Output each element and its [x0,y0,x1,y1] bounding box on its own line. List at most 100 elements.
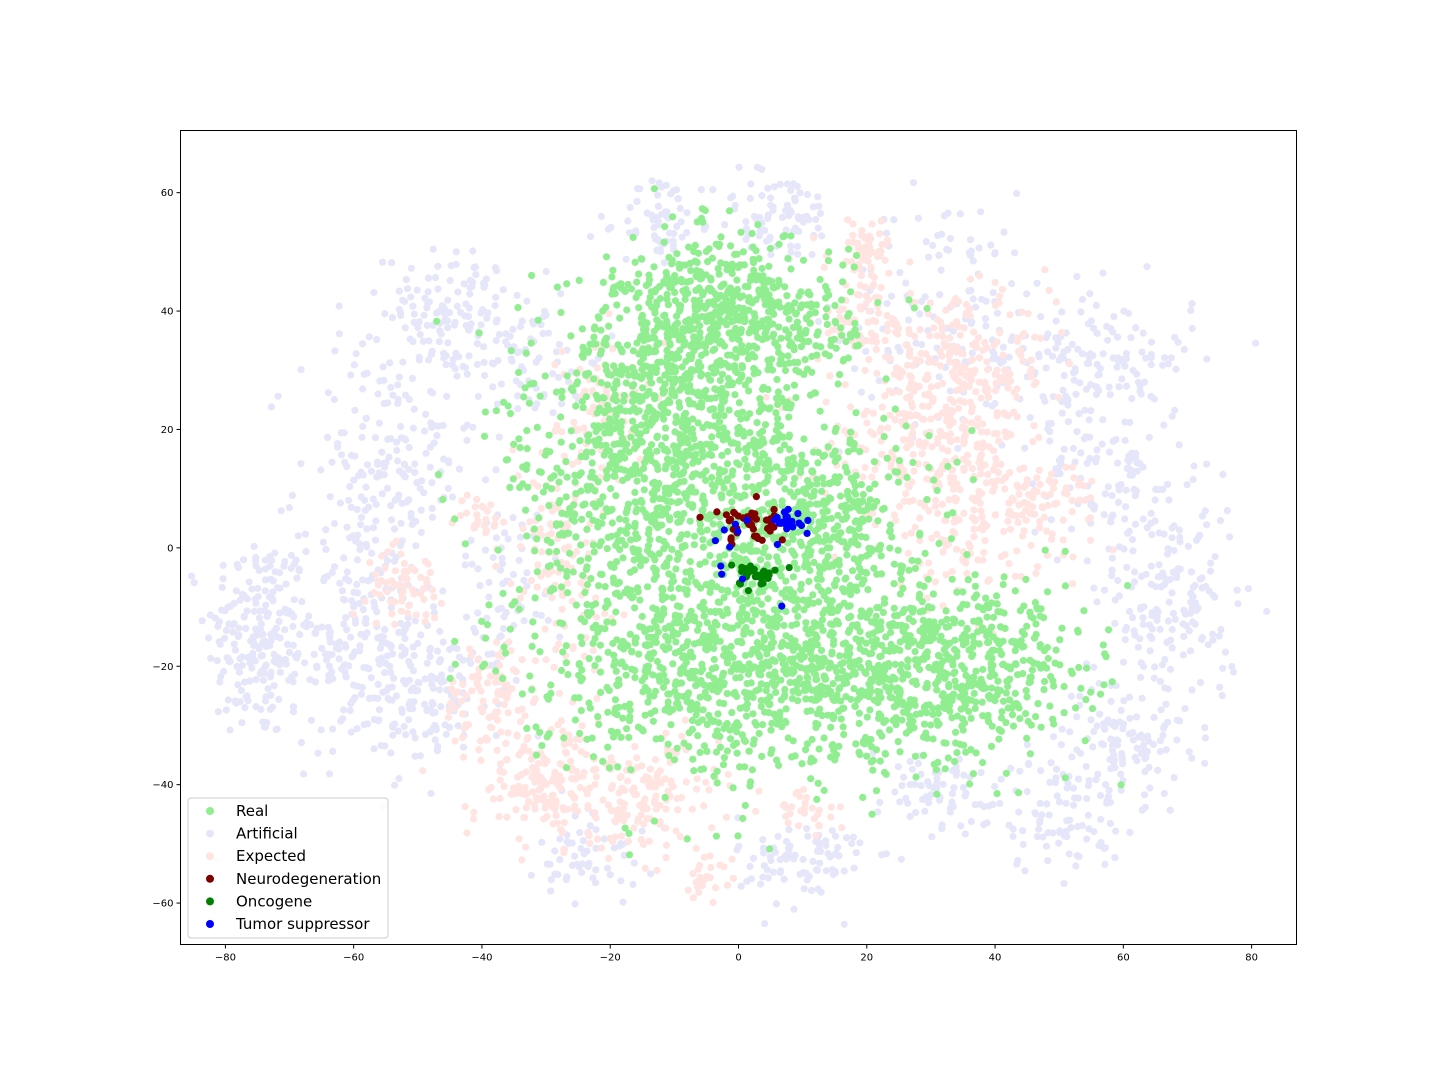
point-artificial [407,293,415,301]
point-real [728,287,736,296]
point-expected [514,773,522,781]
point-artificial [428,479,436,487]
point-expected [521,712,529,720]
point-expected [991,511,999,519]
point-artificial [393,446,401,455]
point-artificial [1042,334,1050,342]
point-real [522,506,530,514]
point-real [612,397,621,405]
point-expected [1009,496,1018,504]
point-artificial [400,626,408,634]
point-artificial [843,834,851,842]
point-artificial [1122,382,1131,390]
point-expected [469,815,478,823]
point-real [824,257,833,265]
point-expected [938,445,947,453]
point-real [439,495,447,504]
point-real [696,334,704,342]
point-artificial [363,629,371,637]
point-artificial [436,686,444,694]
point-real [761,330,769,338]
point-artificial [1099,416,1107,424]
point-expected [512,806,520,814]
point-artificial [375,419,383,427]
point-artificial [399,358,407,366]
point-artificial [325,662,333,670]
point-artificial [436,327,444,335]
point-expected [966,398,974,406]
point-artificial [346,534,354,542]
point-artificial [448,361,456,369]
point-expected [537,773,545,782]
point-artificial [480,343,488,351]
point-artificial [743,877,751,886]
point-artificial [535,354,543,362]
point-artificial [1180,345,1188,353]
point-artificial [1179,620,1187,628]
point-expected [391,567,399,575]
point-artificial [242,624,250,633]
point-expected [918,450,926,458]
point-artificial [272,624,280,632]
point-real [707,276,715,284]
point-artificial [571,852,579,860]
point-artificial [948,790,957,798]
point-artificial [423,659,431,667]
point-artificial [436,627,444,635]
point-artificial [952,771,960,779]
point-expected [468,673,476,681]
point-artificial [1120,697,1128,705]
point-expected [961,432,969,440]
point-artificial [1186,647,1195,655]
point-real [608,273,616,281]
point-real [816,275,824,284]
point-artificial [299,770,308,778]
point-expected [538,548,546,556]
point-artificial [1023,741,1031,749]
point-expected [487,672,495,680]
point-artificial [975,244,983,252]
point-artificial [401,391,410,399]
point-artificial [753,163,762,171]
point-real [707,376,715,384]
point-artificial [1170,547,1178,555]
point-artificial [683,229,691,237]
point-artificial [1015,808,1023,816]
point-expected [815,821,823,829]
point-expected [638,762,646,770]
point-expected [400,560,408,568]
point-artificial [397,619,405,628]
point-artificial [1137,673,1145,682]
point-real [777,355,785,363]
point-artificial [289,678,297,686]
point-real [545,502,553,510]
point-artificial [234,633,242,641]
point-real [668,256,676,264]
point-expected [410,590,418,598]
point-real [669,594,677,602]
point-expected [1040,513,1048,522]
point-real [706,285,715,293]
point-artificial [358,340,367,348]
point-expected [923,475,931,483]
point-artificial [654,202,663,210]
point-expected [909,361,917,370]
point-expected [696,873,704,881]
point-real [660,238,668,246]
point-real [666,339,674,347]
point-expected [906,352,914,360]
point-artificial [1136,460,1144,468]
point-artificial [465,326,473,334]
point-expected [872,345,880,353]
point-expected [620,611,628,619]
point-expected [871,465,879,474]
point-artificial [1090,584,1098,592]
point-artificial [966,251,975,260]
point-real [735,377,743,385]
point-artificial [1165,496,1173,504]
point-artificial [1023,290,1031,298]
point-artificial [310,650,318,659]
point-artificial [1139,614,1147,622]
point-expected [890,316,898,324]
point-expected [1018,308,1026,316]
